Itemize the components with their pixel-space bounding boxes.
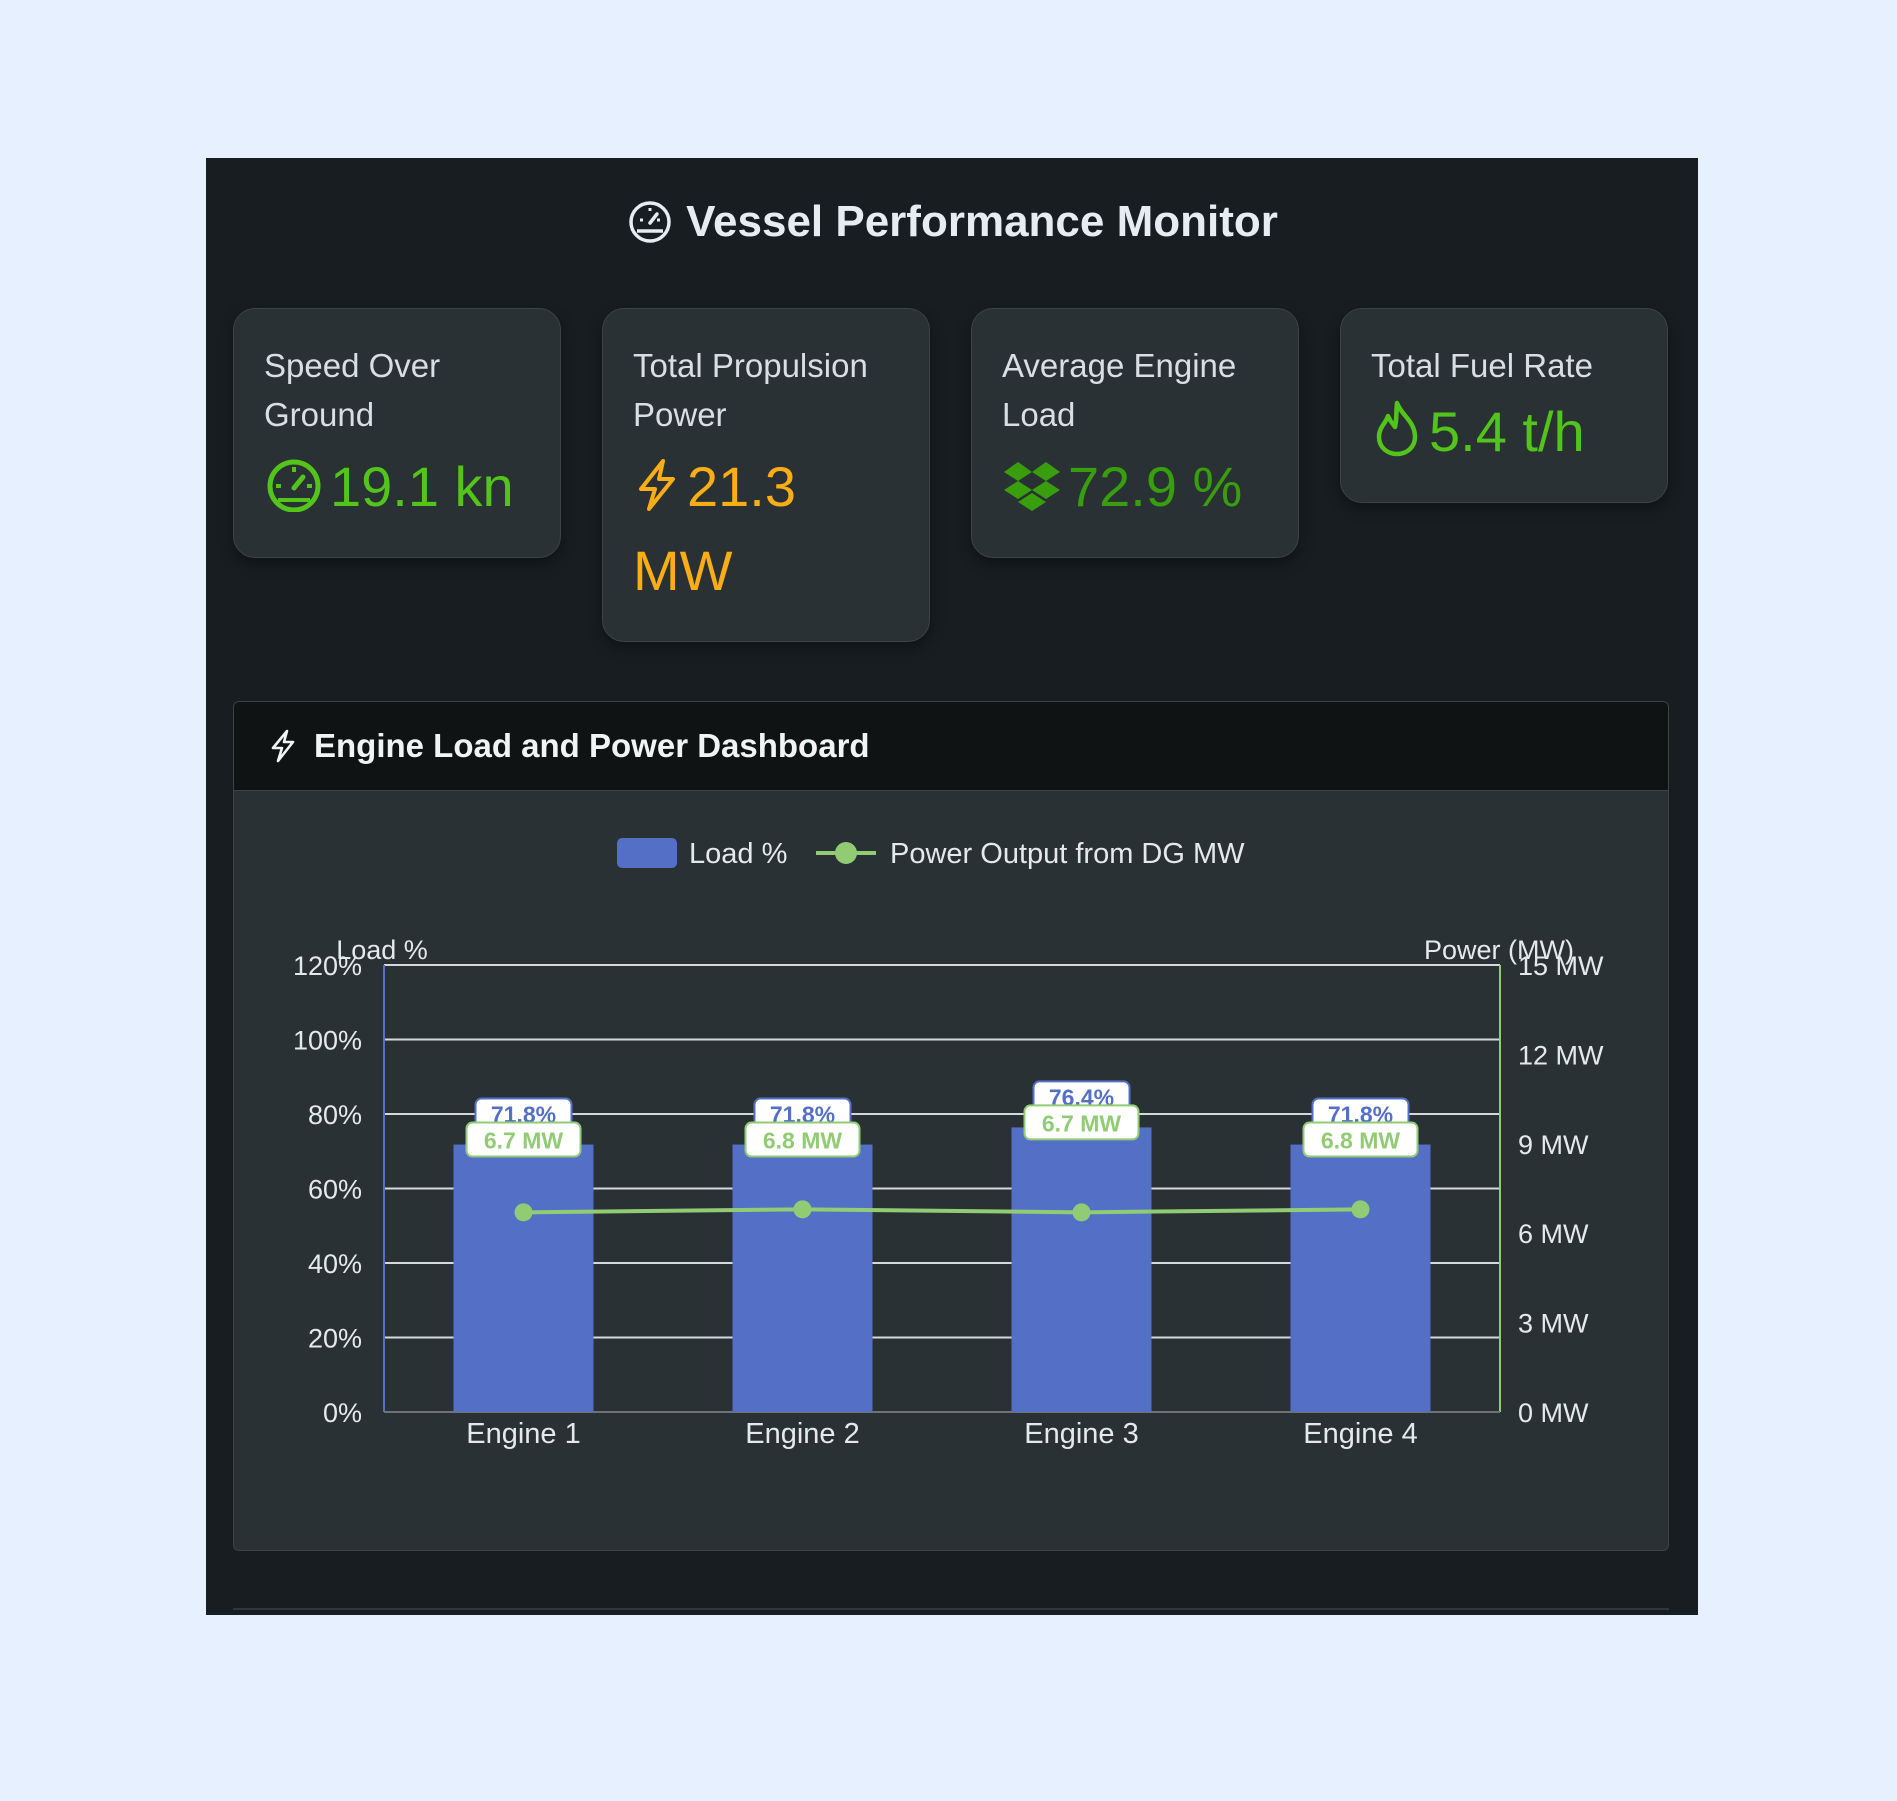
speedometer-icon <box>267 459 321 513</box>
power-data-label: 6.7 MW <box>1042 1110 1122 1136</box>
x-tick-label: Engine 4 <box>1303 1418 1418 1450</box>
y-axis-right-title: Power (MW) <box>1424 935 1574 965</box>
y-tick-right: 6 MW <box>1518 1219 1589 1249</box>
page-title-text: Vessel Performance Monitor <box>686 197 1278 246</box>
bar-engine-4 <box>1290 1144 1431 1412</box>
card-label: Speed Over Ground <box>264 347 441 433</box>
dashboard-panel: Vessel Performance Monitor Speed Over Gr… <box>206 158 1698 1615</box>
y-tick-left: 80% <box>308 1100 362 1130</box>
y-tick-left: 0% <box>323 1398 362 1428</box>
power-line <box>523 1207 1361 1215</box>
power-label-box <box>744 1121 861 1158</box>
y-tick-left: 40% <box>308 1249 362 1279</box>
power-label-box <box>1023 1104 1140 1141</box>
power-data-label: 6.8 MW <box>763 1128 843 1154</box>
legend-swatch-power-dot <box>835 842 857 864</box>
legend-swatch-load <box>617 838 677 868</box>
power-point-engine-1 <box>514 1203 533 1222</box>
next-card-edge <box>233 1608 1669 1610</box>
y-tick-left: 20% <box>308 1324 362 1354</box>
power-data-label: 6.7 MW <box>484 1128 564 1154</box>
card-value: 19.1 kn <box>264 445 532 529</box>
card-value: 72.9 % <box>1002 445 1270 529</box>
card-label: Average Engine Load <box>1002 347 1237 433</box>
dropbox-icon <box>1004 462 1060 511</box>
dashboard-icon <box>629 201 671 243</box>
stat-card-speed: Speed Over Ground 19.1 kn <box>233 308 561 558</box>
legend-label-power: Power Output from DG MW <box>890 838 1245 870</box>
bar-engine-2 <box>732 1144 873 1412</box>
y-tick-right: 15 MW <box>1518 951 1604 981</box>
chart-card: Engine Load and Power Dashboard Load % Po… <box>233 701 1669 1551</box>
page-title: Vessel Performance Monitor <box>206 196 1698 247</box>
stat-card-load: Average Engine Load 72.9 % <box>971 308 1299 558</box>
power-point-engine-3 <box>1072 1203 1091 1222</box>
stat-card-power: Total Propulsion Power 21.3 MW <box>602 308 930 642</box>
y-tick-right: 3 MW <box>1518 1309 1589 1339</box>
legend-label-load: Load % <box>689 838 787 870</box>
bar-engine-1 <box>453 1144 594 1412</box>
bar-engine-3 <box>1011 1127 1152 1412</box>
x-tick-label: Engine 2 <box>745 1418 860 1450</box>
power-point-engine-2 <box>793 1200 812 1219</box>
thunderbolt-icon <box>271 729 295 763</box>
chart-card-title: Engine Load and Power Dashboard <box>314 727 870 764</box>
thunderbolt-icon <box>639 459 675 511</box>
power-point-engine-4 <box>1351 1200 1370 1219</box>
stat-card-fuel: Total Fuel Rate 5.4 t/h <box>1340 308 1668 503</box>
card-value: 5.4 t/h <box>1371 390 1639 474</box>
fire-icon <box>1376 400 1418 457</box>
x-tick-label: Engine 3 <box>1024 1418 1139 1450</box>
power-data-label: 6.8 MW <box>1321 1128 1401 1154</box>
y-tick-right: 12 MW <box>1518 1040 1604 1070</box>
y-tick-right: 0 MW <box>1518 1398 1589 1428</box>
card-label: Total Propulsion Power <box>633 347 868 433</box>
card-value: 21.3 MW <box>633 455 796 602</box>
power-label-box <box>465 1121 582 1158</box>
y-tick-left: 120% <box>293 951 362 981</box>
power-label-box <box>1302 1121 1419 1158</box>
card-label: Total Fuel Rate <box>1371 347 1593 384</box>
y-axis-left-title: Load % <box>336 935 428 965</box>
chart-card-header: Engine Load and Power Dashboard <box>234 702 1668 791</box>
y-tick-left: 100% <box>293 1026 362 1056</box>
y-tick-left: 60% <box>308 1175 362 1205</box>
engine-load-chart: Load % Power Output from DG MW Load % Power… <box>293 838 1604 1450</box>
y-tick-right: 9 MW <box>1518 1130 1589 1160</box>
x-tick-label: Engine 1 <box>466 1418 581 1450</box>
